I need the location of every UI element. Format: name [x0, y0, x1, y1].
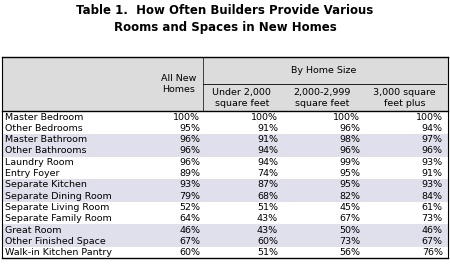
Text: 96%: 96%	[179, 135, 200, 144]
Text: 60%: 60%	[179, 248, 200, 257]
Text: 94%: 94%	[257, 147, 278, 156]
Text: 56%: 56%	[339, 248, 360, 257]
Text: 89%: 89%	[179, 169, 200, 178]
Text: Entry Foyer: Entry Foyer	[5, 169, 59, 178]
Text: 46%: 46%	[422, 226, 443, 235]
Text: 100%: 100%	[173, 113, 200, 122]
Text: 91%: 91%	[257, 135, 278, 144]
Text: 43%: 43%	[257, 226, 278, 235]
Text: 79%: 79%	[179, 192, 200, 201]
Text: Master Bedroom: Master Bedroom	[5, 113, 83, 122]
Text: 95%: 95%	[339, 169, 360, 178]
Text: 51%: 51%	[257, 248, 278, 257]
Text: 2,000-2,999
square feet: 2,000-2,999 square feet	[293, 88, 351, 108]
Text: Separate Living Room: Separate Living Room	[5, 203, 109, 212]
Text: 93%: 93%	[422, 158, 443, 167]
Text: 94%: 94%	[257, 158, 278, 167]
Text: 67%: 67%	[179, 237, 200, 246]
Text: 3,000 square
feet plus: 3,000 square feet plus	[373, 88, 436, 108]
Text: Laundry Room: Laundry Room	[5, 158, 74, 167]
Text: Great Room: Great Room	[5, 226, 62, 235]
Text: 94%: 94%	[422, 124, 443, 133]
Text: 68%: 68%	[257, 192, 278, 201]
Text: 67%: 67%	[422, 237, 443, 246]
Text: 67%: 67%	[339, 214, 360, 223]
Text: Separate Kitchen: Separate Kitchen	[5, 180, 87, 189]
Text: 99%: 99%	[339, 158, 360, 167]
Text: 87%: 87%	[257, 180, 278, 189]
Text: 74%: 74%	[257, 169, 278, 178]
Text: Walk-in Kitchen Pantry: Walk-in Kitchen Pantry	[5, 248, 112, 257]
Text: Rooms and Spaces in New Homes: Rooms and Spaces in New Homes	[113, 21, 337, 34]
Text: 45%: 45%	[339, 203, 360, 212]
Text: 91%: 91%	[422, 169, 443, 178]
Text: Master Bathroom: Master Bathroom	[5, 135, 87, 144]
Text: 84%: 84%	[422, 192, 443, 201]
Text: 82%: 82%	[339, 192, 360, 201]
Text: Other Bedrooms: Other Bedrooms	[5, 124, 83, 133]
Text: Under 2,000
square feet: Under 2,000 square feet	[212, 88, 271, 108]
Text: 50%: 50%	[339, 226, 360, 235]
Text: 95%: 95%	[179, 124, 200, 133]
Text: 51%: 51%	[257, 203, 278, 212]
Text: 96%: 96%	[179, 158, 200, 167]
Text: 100%: 100%	[251, 113, 278, 122]
Text: Other Finished Space: Other Finished Space	[5, 237, 106, 246]
Text: All New
Homes: All New Homes	[161, 74, 196, 94]
Text: 61%: 61%	[422, 203, 443, 212]
Text: 52%: 52%	[179, 203, 200, 212]
Text: 60%: 60%	[257, 237, 278, 246]
Text: Separate Family Room: Separate Family Room	[5, 214, 112, 223]
Text: 100%: 100%	[333, 113, 360, 122]
Text: 64%: 64%	[179, 214, 200, 223]
Text: 93%: 93%	[422, 180, 443, 189]
Text: 95%: 95%	[339, 180, 360, 189]
Text: 97%: 97%	[422, 135, 443, 144]
Text: 46%: 46%	[179, 226, 200, 235]
Text: 76%: 76%	[422, 248, 443, 257]
Text: 43%: 43%	[257, 214, 278, 223]
Text: 96%: 96%	[339, 147, 360, 156]
Text: By Home Size: By Home Size	[292, 66, 357, 75]
Text: 73%: 73%	[339, 237, 360, 246]
Text: 73%: 73%	[422, 214, 443, 223]
Text: 93%: 93%	[179, 180, 200, 189]
Text: 100%: 100%	[416, 113, 443, 122]
Text: 98%: 98%	[339, 135, 360, 144]
Text: Table 1.  How Often Builders Provide Various: Table 1. How Often Builders Provide Vari…	[76, 4, 373, 17]
Text: Separate Dining Room: Separate Dining Room	[5, 192, 112, 201]
Text: Other Bathrooms: Other Bathrooms	[5, 147, 86, 156]
Text: 96%: 96%	[179, 147, 200, 156]
Text: 96%: 96%	[422, 147, 443, 156]
Text: 96%: 96%	[339, 124, 360, 133]
Text: 91%: 91%	[257, 124, 278, 133]
